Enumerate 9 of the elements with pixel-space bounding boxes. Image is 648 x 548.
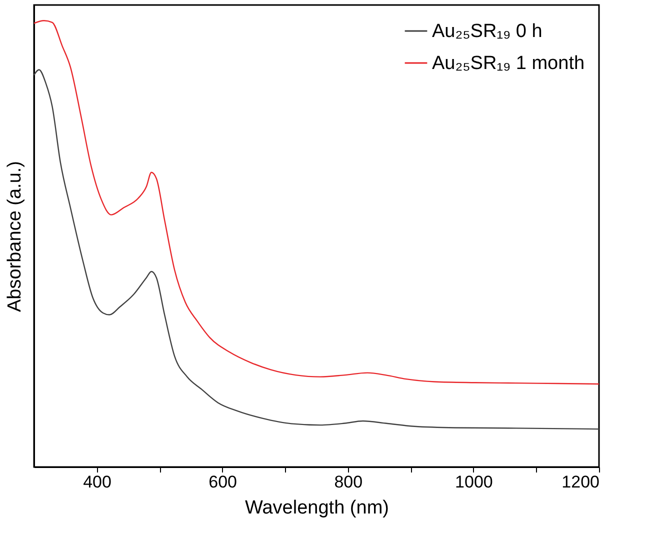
x-tick-label: 800 — [334, 472, 363, 492]
x-tick-label: 400 — [83, 472, 112, 492]
legend-label: Au₂₅SR₁₉ 1 month — [432, 53, 585, 74]
y-axis-title: Absorbance (a.u.) — [4, 160, 26, 312]
x-axis-title: Wavelength (nm) — [245, 498, 389, 518]
x-tick-label: 1000 — [455, 472, 493, 492]
x-tick-label: 600 — [208, 472, 238, 492]
x-tick-label: 1200 — [562, 472, 600, 492]
legend-label: Au₂₅SR₁₉ 0 h — [432, 21, 542, 42]
